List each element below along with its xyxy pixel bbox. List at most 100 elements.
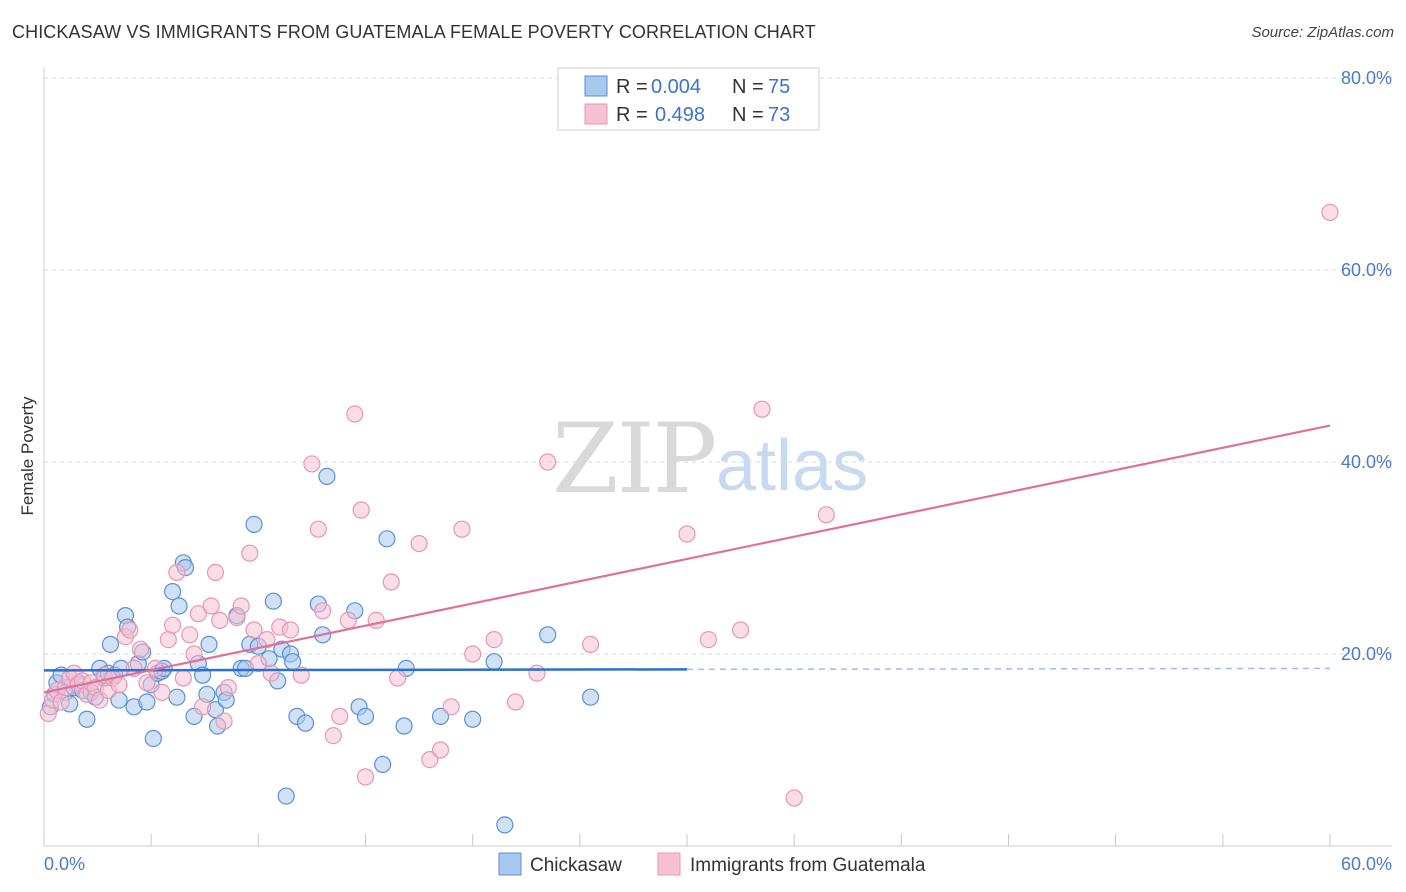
guatemala-point-76: [1321, 203, 1339, 221]
guatemala-point-26: [168, 563, 186, 582]
chickasaw-point-32: [170, 597, 188, 615]
chickasaw-point-9: [78, 710, 96, 728]
chickasaw-point-70: [464, 710, 482, 728]
guatemala-point-42: [258, 630, 276, 649]
chickasaw-point-39: [200, 635, 218, 654]
guatemala-point-27: [174, 669, 192, 687]
guatemala-point-74: [785, 789, 803, 807]
guatemala-point-3: [52, 693, 70, 711]
y-tick-label-20: 20.0%: [1341, 644, 1392, 664]
legend-n-value-1: 75: [768, 76, 790, 98]
guatemala-point-68: [539, 453, 557, 471]
bottom-legend-label-chickasaw: Chickasaw: [530, 855, 622, 876]
guatemala-point-43: [262, 664, 280, 682]
guatemala-point-72: [731, 621, 750, 639]
guatemala-point-67: [528, 664, 546, 682]
legend-n-value-2: 73: [768, 104, 790, 126]
legend-r-label-2: R =: [616, 104, 648, 126]
guatemala-point-69: [581, 635, 600, 654]
guatemala-point-63: [453, 520, 471, 538]
y-axis-title: Female Poverty: [18, 396, 37, 516]
guatemala-point-66: [506, 693, 525, 711]
chickasaw-point-64: [356, 707, 375, 726]
guatemala-point-28: [181, 626, 199, 644]
legend-swatch-guatemala: [584, 103, 608, 125]
series-guatemala-points: [39, 203, 1339, 807]
guatemala-point-41: [249, 654, 267, 673]
guatemala-point-50: [324, 726, 342, 745]
guatemala-point-34: [211, 611, 229, 630]
watermark-atlas: atlas: [716, 426, 868, 506]
stats-legend: R = 0.004 N = 75 R = 0.498 N = 73: [557, 67, 820, 131]
guatemala-point-38: [232, 597, 250, 615]
legend-n-label-1: N =: [732, 76, 764, 98]
bottom-legend-swatch-guatemala: [657, 852, 681, 876]
guatemala-point-31: [194, 698, 212, 716]
guatemala-point-57: [382, 573, 400, 591]
guatemala-point-60: [421, 750, 439, 769]
guatemala-point-30: [189, 605, 207, 623]
chickasaw-point-61: [318, 467, 336, 485]
chickasaw-point-54: [277, 787, 295, 805]
guatemala-point-70: [678, 525, 696, 543]
guatemala-point-56: [367, 611, 385, 630]
guatemala-point-49: [314, 602, 332, 620]
bottom-legend-swatch-chickasaw: [498, 852, 522, 876]
guatemala-point-52: [339, 611, 357, 630]
chickasaw-point-51: [264, 592, 282, 610]
chickasaw-point-69: [431, 707, 450, 726]
guatemala-point-71: [699, 630, 718, 649]
guatemala-point-40: [245, 621, 263, 639]
guatemala-point-45: [281, 621, 300, 639]
chickasaw-point-48: [245, 515, 263, 534]
guatemala-point-21: [138, 674, 156, 692]
guatemala-point-55: [356, 768, 375, 786]
guatemala-point-54: [352, 501, 370, 519]
y-tick-label-40: 40.0%: [1341, 452, 1392, 472]
guatemala-point-61: [431, 741, 450, 759]
legend-n-label-2: N =: [732, 104, 764, 126]
guatemala-point-20: [131, 640, 150, 658]
legend-r-value-2: 0.498: [655, 104, 705, 126]
guatemala-point-48: [309, 520, 327, 538]
x-axis-ticks: [43, 834, 1331, 846]
guatemala-point-59: [410, 534, 428, 553]
chickasaw-point-58: [296, 714, 315, 732]
chickasaw-point-74: [581, 688, 600, 706]
guatemala-trend-line: [43, 424, 1331, 694]
bottom-legend-label-guatemala: Immigrants from Guatemala: [690, 855, 926, 876]
watermark-zip: ZIP: [552, 403, 715, 515]
chart-title: CHICKASAW VS IMMIGRANTS FROM GUATEMALA F…: [12, 22, 816, 42]
guatemala-point-64: [464, 645, 482, 663]
guatemala-point-25: [164, 616, 182, 634]
chickasaw-point-15: [101, 635, 120, 654]
chickasaw-point-71: [485, 653, 503, 671]
guatemala-point-39: [241, 544, 259, 562]
chickasaw-trend-line: [43, 668, 688, 672]
guatemala-point-62: [442, 698, 460, 716]
x-tick-label-max: 60.0%: [1341, 854, 1392, 874]
y-tick-labels: 20.0% 40.0% 60.0% 80.0%: [1341, 68, 1392, 664]
guatemala-point-32: [202, 597, 220, 615]
grid-lines: [44, 77, 1392, 655]
guatemala-point-73: [753, 400, 771, 418]
guatemala-point-53: [346, 405, 364, 423]
legend-r-label-1: R =: [616, 76, 648, 98]
guatemala-point-33: [206, 563, 225, 582]
chickasaw-point-65: [374, 755, 392, 774]
chickasaw-point-31: [168, 688, 186, 706]
guatemala-point-35: [215, 712, 233, 730]
guatemala-point-51: [331, 707, 349, 726]
series-legend: Chickasaw Immigrants from Guatemala: [498, 852, 926, 876]
guatemala-point-75: [817, 506, 835, 524]
guatemala-point-36: [219, 678, 237, 697]
y-tick-label-60: 60.0%: [1341, 260, 1392, 280]
chickasaw-trend-extension: [686, 667, 1331, 671]
trend-lines: [43, 424, 1331, 694]
guatemala-point-23: [153, 683, 171, 702]
guatemala-point-16: [110, 676, 128, 694]
chickasaw-point-66: [378, 530, 396, 548]
chickasaw-point-67: [395, 717, 413, 735]
x-tick-label-min: 0.0%: [44, 854, 85, 874]
